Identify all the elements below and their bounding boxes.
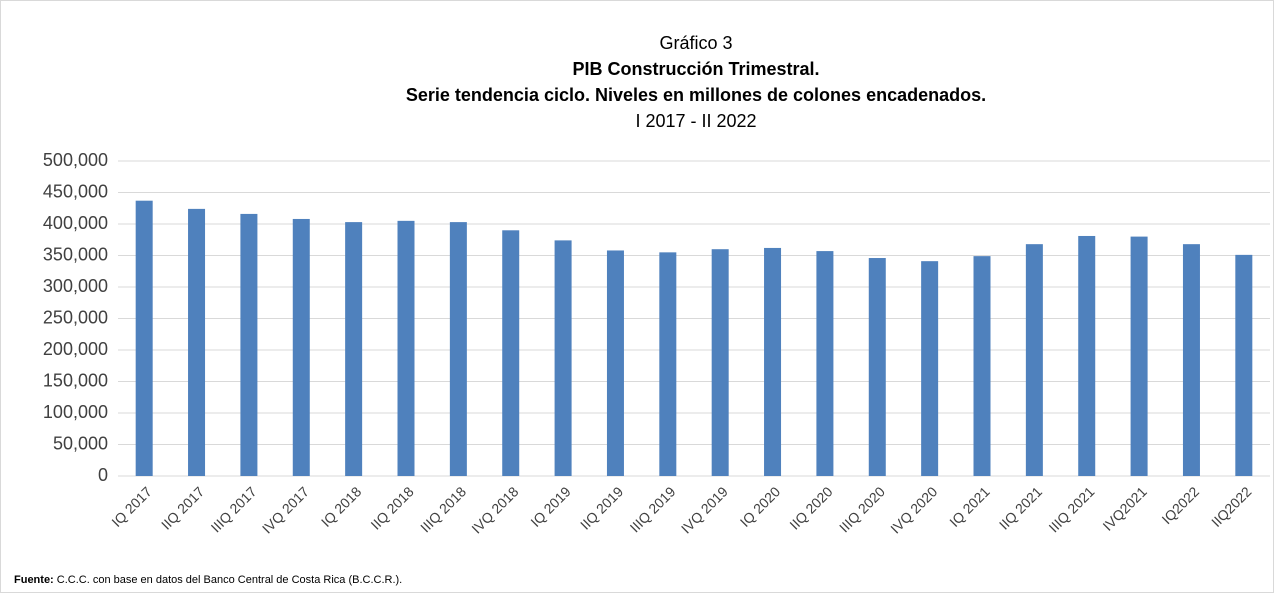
y-tick-label: 200,000: [43, 339, 108, 359]
bar: [973, 256, 991, 476]
bar: [554, 240, 572, 476]
bar: [502, 230, 520, 476]
y-tick-label: 300,000: [43, 276, 108, 296]
bar: [1130, 236, 1148, 476]
chart-title: Gráfico 3: [659, 33, 732, 53]
chart-subtitle: I 2017 - II 2022: [635, 111, 756, 131]
y-tick-label: 350,000: [43, 244, 108, 264]
y-tick-label: 450,000: [43, 181, 108, 201]
bar: [135, 200, 153, 476]
bar: [397, 220, 415, 476]
y-tick-label: 150,000: [43, 370, 108, 390]
bar: [449, 222, 467, 476]
bar: [188, 208, 206, 476]
bar: [868, 258, 886, 476]
y-tick-label: 250,000: [43, 307, 108, 327]
bar: [659, 252, 677, 476]
chart-subtitle: PIB Construcción Trimestral.: [572, 59, 819, 79]
bar: [292, 218, 310, 476]
bar: [240, 213, 258, 477]
source-text: C.C.C. con base en datos del Banco Centr…: [57, 574, 402, 586]
source: Fuente: C.C.C. con base en datos del Ban…: [14, 574, 402, 586]
chart-subtitle: Serie tendencia ciclo. Niveles en millon…: [406, 85, 986, 105]
y-tick-label: 100,000: [43, 402, 108, 422]
bar: [921, 261, 939, 476]
bar: [1235, 254, 1253, 476]
y-tick-label: 500,000: [43, 150, 108, 170]
bar: [1182, 244, 1200, 476]
bar: [1025, 244, 1043, 476]
bar: [764, 247, 782, 476]
source-label: Fuente:: [14, 574, 54, 586]
bar: [816, 251, 834, 476]
bar: [711, 249, 729, 476]
bar: [345, 222, 363, 476]
y-tick-label: 400,000: [43, 213, 108, 233]
y-tick-label: 0: [98, 465, 108, 485]
y-tick-label: 50,000: [53, 433, 108, 453]
bar: [606, 250, 624, 476]
bar: [1078, 235, 1096, 476]
